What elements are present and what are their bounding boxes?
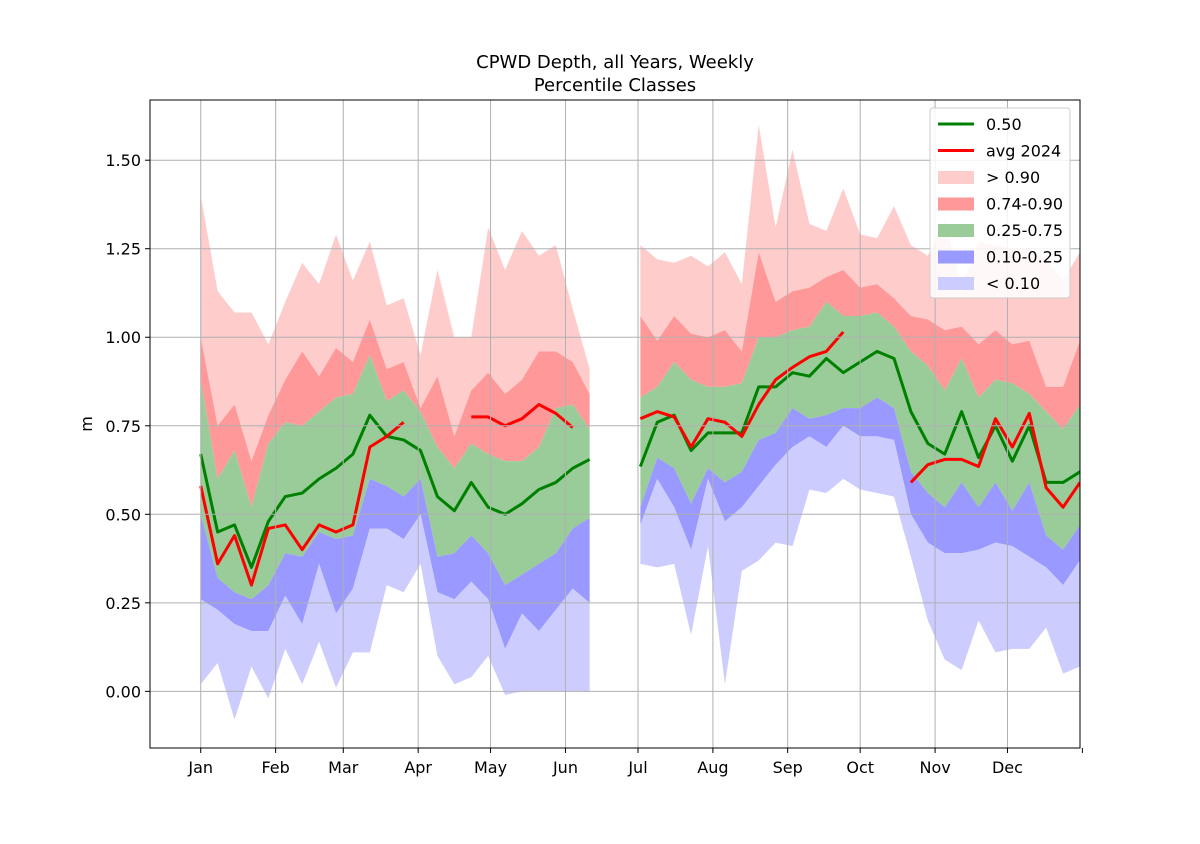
x-tick-label-nov: Nov <box>919 758 950 777</box>
x-tick-label-jul: Jul <box>627 758 647 777</box>
y-tick-label-3: 0.75 <box>105 417 141 436</box>
legend-patch-swatch <box>938 197 974 211</box>
legend-patch-swatch <box>938 224 974 237</box>
gridlines <box>150 100 1080 748</box>
y-tick-label-1: 0.25 <box>105 594 141 613</box>
x-tick-label-sep: Sep <box>773 758 803 777</box>
legend-label: 0.74-0.90 <box>986 195 1063 214</box>
legend: 0.50 avg 2024 > 0.90 0.74-0.90 0.25-0.75 0.10… <box>929 107 1071 299</box>
legend-label: 0.10-0.25 <box>986 248 1063 267</box>
series-line-avg-2024 <box>199 330 1080 587</box>
y-tick-label-2: 0.50 <box>105 505 141 524</box>
x-tick-label-jan: Jan <box>187 758 213 777</box>
band-4-segment-1 <box>640 425 1080 685</box>
band-1-segment-0 <box>200 319 590 508</box>
legend-patch-swatch <box>938 250 974 264</box>
legend-item-0: 0.50 <box>938 115 1022 134</box>
x-tick-label-oct: Oct <box>846 758 874 777</box>
chart-title-line2: Percentile Classes <box>534 75 696 96</box>
legend-item-3: 0.74-0.90 <box>938 195 1063 214</box>
y-tick-label-6: 1.50 <box>105 151 141 170</box>
x-tick-label-may: May <box>474 758 507 777</box>
y-tick-label-5: 1.25 <box>105 240 141 259</box>
x-tick-label-feb: Feb <box>261 758 289 777</box>
y-axis-label: m <box>77 416 96 432</box>
x-tick-label-jun: Jun <box>552 758 578 777</box>
band-3-segment-1 <box>640 397 1080 586</box>
y-tick-label-4: 1.00 <box>105 328 141 347</box>
legend-label: < 0.10 <box>986 274 1040 293</box>
legend-item-1: avg 2024 <box>938 142 1061 161</box>
legend-label: > 0.90 <box>986 168 1040 187</box>
legend-label: avg 2024 <box>986 142 1061 161</box>
y-axis: 0.00 0.25 0.50 0.75 1.00 1.25 1.50 <box>105 151 150 701</box>
band-1-segment-1 <box>640 252 1080 430</box>
axes-frame <box>149 99 1081 749</box>
band-2-segment-1 <box>640 301 1080 550</box>
x-tick-label-aug: Aug <box>697 758 728 777</box>
legend-item-5: 0.10-0.25 <box>938 248 1063 267</box>
plot-area: Jan Feb Mar Apr May Jun Jul Aug Sep Oct Nov Dec 0.00… <box>105 99 1083 777</box>
legend-label: 0.25-0.75 <box>986 221 1063 240</box>
legend-item-2: > 0.90 <box>938 168 1040 187</box>
band-3-segment-0 <box>200 478 590 649</box>
legend-item-6: < 0.10 <box>938 274 1040 293</box>
x-axis: Jan Feb Mar Apr May Jun Jul Aug Sep Oct Nov Dec <box>187 748 1083 777</box>
legend-label: 0.50 <box>986 115 1022 134</box>
x-tick-label-apr: Apr <box>404 758 432 777</box>
legend-item-4: 0.25-0.75 <box>938 221 1063 240</box>
y-tick-label-0: 0.00 <box>105 682 141 701</box>
x-tick-label-mar: Mar <box>328 758 359 777</box>
x-tick-label-dec: Dec <box>992 758 1023 777</box>
chart-title-line1: CPWD Depth, all Years, Weekly <box>476 52 754 73</box>
legend-patch-swatch <box>938 277 974 290</box>
band-0-segment-0 <box>200 195 590 462</box>
legend-patch-swatch <box>938 171 974 184</box>
band-4-segment-0 <box>200 514 590 720</box>
band-2-segment-0 <box>200 354 590 600</box>
